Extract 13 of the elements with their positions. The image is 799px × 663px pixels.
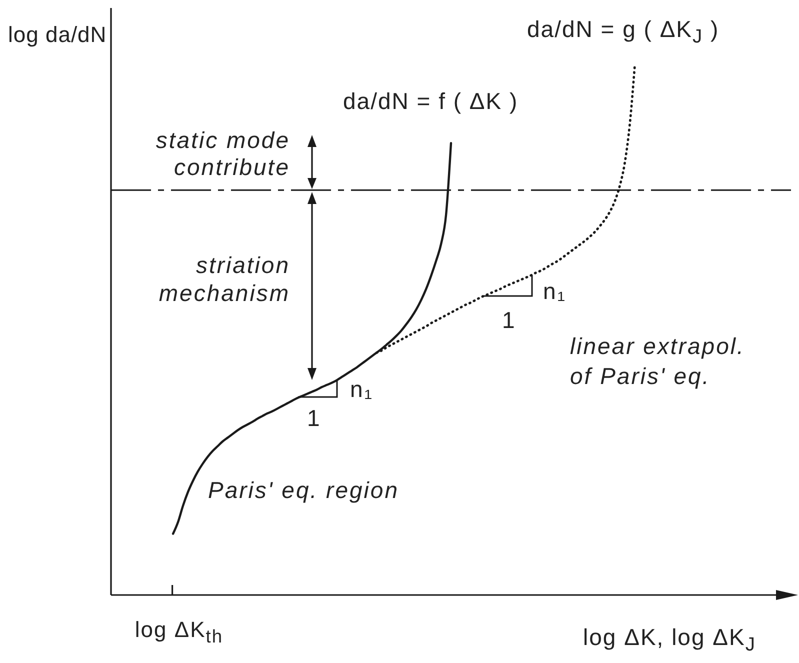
x-axis-title: log ΔK, log ΔK$_{J}$ [583,624,756,656]
text: log ΔK$_{th}$ [134,617,224,646]
annotation: 1 [502,307,516,333]
annotation: Paris' eq. region [208,477,399,503]
annotation: 1 [307,405,322,431]
y-axis-title: log da/dN [8,22,107,47]
text: da/dN = f ( ΔK ) [343,88,518,114]
annotation: linear extrapol. of Paris' eq. [570,333,745,389]
annotation: static mode contribute [156,127,290,180]
annotation: striation mechanism [158,252,290,306]
annotation: n₁ [350,376,374,402]
series-label: da/dN = g ( ΔK$_{J}$ ) [527,16,720,48]
annotation: n₁ [543,278,567,304]
